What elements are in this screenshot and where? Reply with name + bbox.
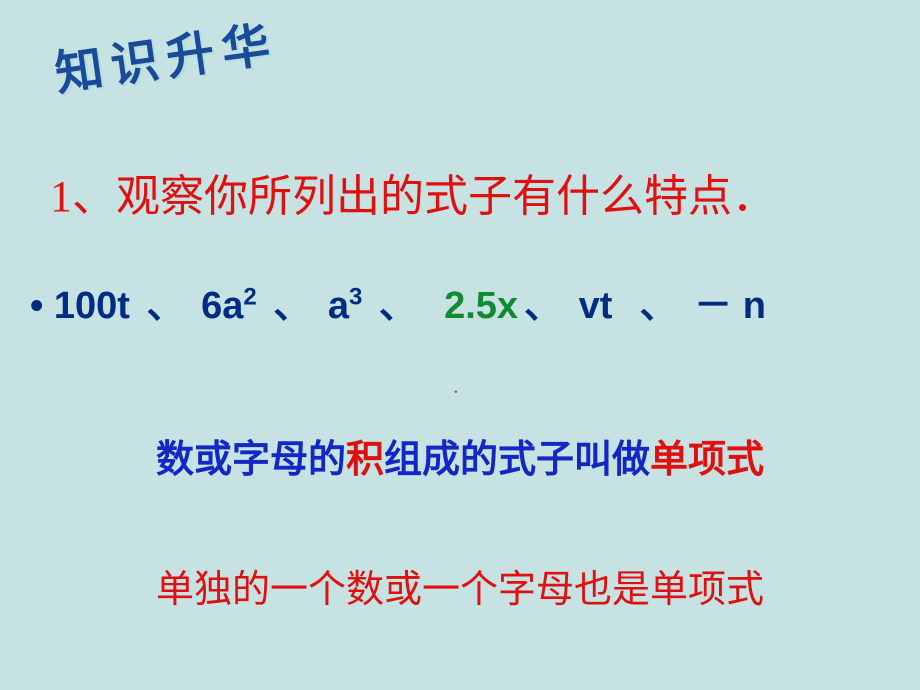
expr-a3: a3 (328, 285, 363, 327)
def-part2: 积 (346, 439, 384, 481)
separator: 、 (379, 285, 417, 327)
definition-line-1: 数或字母的积组成的式子叫做单项式 (40, 428, 880, 483)
banner-title: 知识升华 (50, 0, 882, 104)
separator: 、 (629, 285, 678, 327)
def-part3: 组成的式子叫做 (384, 439, 650, 481)
center-dot: ． (40, 374, 880, 398)
separator: 、 (524, 285, 562, 327)
bullet-dot: • (30, 285, 54, 327)
expression-list: • 100t 、 6a2 、 a3 、 2.5x、 vt 、 － n (30, 274, 880, 329)
separator: 、 (273, 285, 311, 327)
def-part4: 单项式 (650, 439, 764, 481)
expr-6a2: 6a2 (201, 285, 257, 327)
expr-100t: 100t (54, 285, 130, 327)
question-text: 1、观察你所列出的式子有什么特点． (50, 160, 880, 224)
separator: 、 (147, 285, 185, 327)
expr-vt: vt (579, 285, 613, 327)
definition-line-2: 单独的一个数或一个字母也是单项式 (40, 558, 880, 613)
def-part1: 数或字母的 (156, 439, 346, 481)
slide: 知识升华 1、观察你所列出的式子有什么特点． • 100t 、 6a2 、 a3… (0, 0, 920, 690)
expr-2-5x: 2.5x (434, 285, 519, 327)
expr-neg-n: － n (694, 285, 766, 327)
